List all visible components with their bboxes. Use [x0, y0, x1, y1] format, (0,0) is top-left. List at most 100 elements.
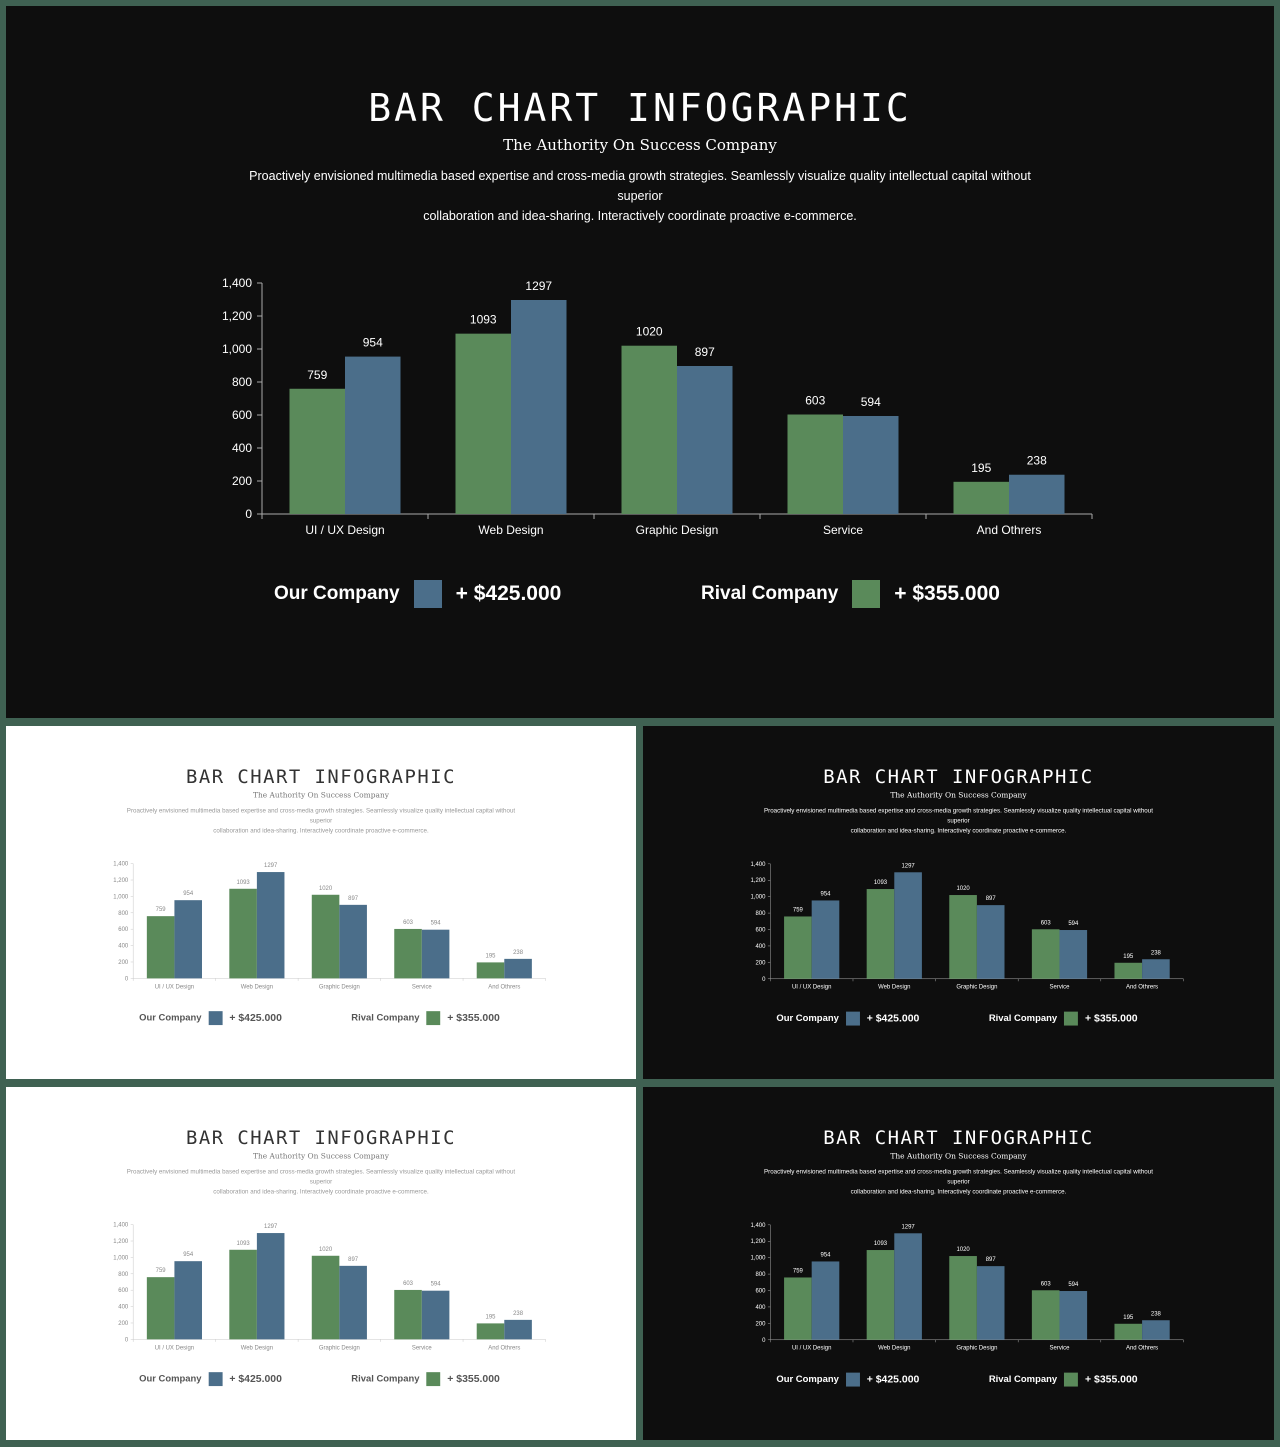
bar-our — [339, 904, 367, 979]
bar-our — [976, 1266, 1005, 1340]
legend-our-label: Our Company — [139, 1012, 202, 1024]
bar-our — [1142, 1320, 1170, 1340]
legend-our-label: Our Company — [139, 1373, 202, 1385]
bar-our — [1059, 1291, 1088, 1340]
y-tick-label: 0 — [762, 1338, 766, 1344]
data-label: 238 — [1151, 1311, 1162, 1317]
slide-subtitle: The Authority On Success Company — [503, 136, 777, 154]
thumbnail-dark-2[interactable]: BAR CHART INFOGRAPHIC The Authority On S… — [643, 1087, 1274, 1440]
bar-chart: 0 200 400 600 800 1,000 1,200 1,400 759 954 UI / U… — [113, 1223, 546, 1351]
bar-our — [976, 905, 1005, 979]
legend-our-amount: + $425.000 — [866, 1012, 920, 1025]
data-label: 603 — [805, 394, 825, 408]
legend-rival-label: Rival Company — [701, 583, 839, 604]
data-label: 603 — [1041, 920, 1052, 926]
legend-our-swatch — [208, 1011, 223, 1026]
data-label: 594 — [1068, 1282, 1079, 1288]
bar-rival — [311, 1255, 340, 1340]
bar-rival — [784, 916, 812, 979]
legend-our-swatch — [845, 1011, 860, 1026]
legend-our-label: Our Company — [274, 583, 400, 604]
description-line-1: Proactively envisioned multimedia based … — [126, 1167, 516, 1185]
legend-our-company: Our Company + $425.000 — [274, 578, 561, 610]
y-tick-label: 1,000 — [222, 342, 252, 356]
data-label: 238 — [513, 1311, 524, 1317]
bar-our — [511, 299, 567, 514]
category-label: Service — [823, 523, 863, 537]
bar-rival — [455, 333, 511, 514]
slide-subtitle: The Authority On Success Company — [890, 1151, 1027, 1161]
data-label: 759 — [156, 1268, 167, 1274]
data-label: 238 — [513, 950, 524, 956]
slide-title: BAR CHART INFOGRAPHIC — [368, 86, 912, 130]
category-label: Service — [1050, 985, 1071, 991]
category-label: Graphic Design — [956, 985, 997, 991]
legend-rival-company: Rival Company + $355.000 — [351, 1010, 500, 1026]
description-line-2: collaboration and idea-sharing. Interact… — [850, 1188, 1067, 1195]
legend-rival-label: Rival Company — [351, 1373, 420, 1385]
bar-rival — [621, 345, 677, 514]
legend-rival-swatch — [1064, 1011, 1079, 1026]
slide-content: BAR CHART INFOGRAPHIC The Authority On S… — [6, 726, 636, 1079]
data-label: 954 — [183, 1252, 194, 1258]
data-label: 1020 — [956, 886, 970, 892]
legend-our-swatch — [845, 1372, 860, 1387]
y-tick-label: 200 — [118, 960, 129, 966]
bar-chart: 0 200 400 600 800 1,000 1,200 1,400 759 954 UI / U… — [750, 862, 1184, 991]
legend-our-company: Our Company + $425.000 — [139, 1010, 282, 1026]
description-line-1: Proactively envisioned multimedia based … — [764, 1168, 1153, 1186]
category-label: Web Design — [478, 523, 543, 537]
bar-rival — [953, 481, 1009, 514]
legend-rival-amount: + $355.000 — [447, 1012, 500, 1024]
description-line-1: Proactively envisioned multimedia based … — [764, 807, 1153, 825]
bar-rival — [1114, 1323, 1143, 1340]
data-label: 1297 — [525, 279, 552, 293]
bar-chart: 0 200 400 600 800 1,000 1,200 1,400 759 954 UI / U… — [750, 1223, 1184, 1352]
description-line-2: collaboration and idea-sharing. Interact… — [423, 209, 857, 223]
bar-rival — [394, 1289, 422, 1340]
y-tick-label: 400 — [118, 944, 129, 950]
y-tick-label: 0 — [245, 507, 252, 521]
thumbnail-light-2[interactable]: BAR CHART INFOGRAPHIC The Authority On S… — [6, 1087, 636, 1440]
slide-description: Proactively envisioned multimedia based … — [754, 806, 1162, 836]
bar-our — [174, 1261, 202, 1340]
data-label: 238 — [1027, 454, 1047, 468]
category-label: Web Design — [241, 984, 273, 990]
data-label: 954 — [821, 1252, 832, 1258]
legend-rival-swatch — [426, 1011, 441, 1026]
data-label: 594 — [431, 921, 442, 927]
y-tick-label: 0 — [125, 1337, 129, 1343]
bar-rival — [311, 894, 340, 979]
bar-rival — [146, 916, 175, 979]
legend-our-company: Our Company + $425.000 — [139, 1371, 282, 1387]
bar-our — [345, 356, 401, 514]
legend-rival-amount: + $355.000 — [1085, 1373, 1138, 1386]
legend-rival-swatch — [852, 580, 881, 608]
thumbnail-dark-1[interactable]: BAR CHART INFOGRAPHIC The Authority On S… — [643, 726, 1274, 1079]
bar-rival — [394, 928, 422, 979]
y-tick-label: 1,000 — [113, 1255, 129, 1261]
slide-subtitle: The Authority On Success Company — [252, 1151, 389, 1161]
category-label: And Othrers — [1126, 1346, 1158, 1352]
y-tick-label: 1,400 — [750, 1223, 766, 1229]
category-label: Graphic Design — [319, 984, 360, 990]
legend-our-company: Our Company + $425.000 — [776, 1011, 919, 1027]
y-tick-label: 600 — [755, 928, 766, 934]
legend-rival-label: Rival Company — [988, 1374, 1058, 1385]
y-tick-label: 1,200 — [113, 1239, 129, 1245]
category-label: Web Design — [878, 1346, 910, 1352]
legend-our-company: Our Company + $425.000 — [776, 1372, 919, 1388]
data-label: 195 — [486, 953, 497, 959]
legend-rival-company: Rival Company + $355.000 — [989, 1372, 1138, 1388]
data-label: 897 — [986, 1257, 997, 1263]
data-label: 759 — [156, 907, 167, 913]
data-label: 195 — [1123, 1315, 1134, 1321]
thumbnail-light-1[interactable]: BAR CHART INFOGRAPHIC The Authority On S… — [6, 726, 636, 1079]
y-tick-label: 600 — [118, 927, 129, 933]
bar-our — [504, 1319, 532, 1340]
bar-our — [894, 872, 922, 979]
category-label: And Othrers — [977, 523, 1042, 537]
data-label: 897 — [348, 1257, 359, 1263]
y-tick-label: 400 — [755, 1305, 766, 1311]
data-label: 759 — [793, 907, 804, 913]
